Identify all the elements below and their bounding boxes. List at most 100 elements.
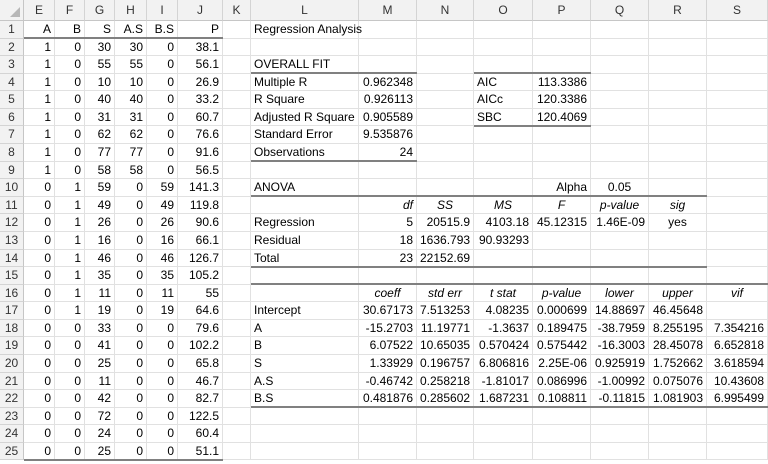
- cell[interactable]: [474, 407, 533, 426]
- cell[interactable]: [147, 161, 178, 180]
- cell[interactable]: [178, 425, 223, 443]
- cell[interactable]: [533, 319, 591, 338]
- cell[interactable]: [24, 231, 55, 250]
- cell[interactable]: [359, 390, 417, 408]
- cell[interactable]: [85, 126, 115, 145]
- cell[interactable]: [115, 249, 147, 268]
- cell[interactable]: [24, 425, 55, 443]
- cell[interactable]: [533, 442, 591, 461]
- cell[interactable]: [474, 372, 533, 391]
- cell[interactable]: [649, 91, 707, 109]
- cell[interactable]: [591, 144, 649, 162]
- column-header-S[interactable]: S: [707, 0, 768, 21]
- cell[interactable]: [85, 179, 115, 197]
- cell[interactable]: [649, 390, 707, 408]
- cell[interactable]: [707, 337, 768, 356]
- cell[interactable]: [24, 179, 55, 197]
- cell[interactable]: [591, 267, 649, 285]
- cell[interactable]: [85, 56, 115, 74]
- cell[interactable]: [24, 21, 55, 39]
- cell[interactable]: [417, 337, 474, 356]
- cell[interactable]: [24, 108, 55, 127]
- cell[interactable]: [147, 284, 178, 303]
- cell[interactable]: [147, 214, 178, 232]
- cell[interactable]: [55, 231, 85, 250]
- cell[interactable]: [417, 319, 474, 338]
- cell[interactable]: [591, 179, 649, 197]
- cell[interactable]: [85, 284, 115, 303]
- cell[interactable]: [649, 21, 707, 39]
- cell[interactable]: [223, 442, 251, 461]
- cell[interactable]: [223, 284, 251, 303]
- cell[interactable]: [85, 108, 115, 127]
- cell[interactable]: [251, 91, 359, 109]
- cell[interactable]: [115, 214, 147, 232]
- cell[interactable]: [178, 337, 223, 356]
- cell[interactable]: [474, 355, 533, 373]
- column-header-N[interactable]: N: [417, 0, 474, 21]
- cell[interactable]: [591, 302, 649, 320]
- cell[interactable]: [359, 442, 417, 461]
- cell[interactable]: [359, 161, 417, 180]
- row-header-1[interactable]: 1: [0, 21, 24, 39]
- cell[interactable]: [707, 390, 768, 408]
- cell[interactable]: [178, 284, 223, 303]
- column-header-P[interactable]: P: [533, 0, 591, 21]
- cell[interactable]: [359, 407, 417, 426]
- cell[interactable]: [533, 267, 591, 285]
- column-header-I[interactable]: I: [147, 0, 178, 21]
- cell[interactable]: [649, 144, 707, 162]
- cell[interactable]: [147, 91, 178, 109]
- cell[interactable]: [178, 390, 223, 408]
- cell[interactable]: [85, 249, 115, 268]
- cell[interactable]: [707, 144, 768, 162]
- cell[interactable]: [417, 161, 474, 180]
- cell[interactable]: [707, 196, 768, 215]
- cell[interactable]: [24, 249, 55, 268]
- cell[interactable]: [649, 337, 707, 356]
- cell[interactable]: [474, 337, 533, 356]
- cell[interactable]: [417, 425, 474, 443]
- cell[interactable]: [533, 407, 591, 426]
- cell[interactable]: [707, 302, 768, 320]
- cell[interactable]: [55, 267, 85, 285]
- cell[interactable]: [178, 249, 223, 268]
- cell[interactable]: [147, 56, 178, 74]
- cell[interactable]: [55, 249, 85, 268]
- cell[interactable]: [359, 38, 417, 57]
- cell[interactable]: [85, 302, 115, 320]
- cell[interactable]: [591, 231, 649, 250]
- cell[interactable]: [591, 196, 649, 215]
- cell[interactable]: [417, 267, 474, 285]
- cell[interactable]: [649, 231, 707, 250]
- cell[interactable]: [649, 442, 707, 461]
- cell[interactable]: [474, 390, 533, 408]
- row-header-5[interactable]: 5: [0, 91, 24, 109]
- cell[interactable]: [55, 372, 85, 391]
- column-header-G[interactable]: G: [85, 0, 115, 21]
- cell[interactable]: [707, 442, 768, 461]
- cell[interactable]: [707, 38, 768, 57]
- cell[interactable]: [649, 196, 707, 215]
- cell[interactable]: [55, 407, 85, 426]
- cell[interactable]: [85, 214, 115, 232]
- cell[interactable]: [417, 56, 474, 74]
- cell[interactable]: [474, 38, 533, 57]
- cell[interactable]: [533, 231, 591, 250]
- cell[interactable]: [85, 319, 115, 338]
- cell[interactable]: [178, 179, 223, 197]
- cell[interactable]: [223, 73, 251, 92]
- cell[interactable]: [24, 319, 55, 338]
- cell[interactable]: [533, 372, 591, 391]
- cell[interactable]: [591, 372, 649, 391]
- cell[interactable]: [115, 319, 147, 338]
- row-header-23[interactable]: 23: [0, 407, 24, 426]
- cell[interactable]: [115, 337, 147, 356]
- cell[interactable]: [591, 214, 649, 232]
- cell[interactable]: [649, 407, 707, 426]
- cell[interactable]: [223, 231, 251, 250]
- cell[interactable]: [417, 179, 474, 197]
- cell[interactable]: [178, 372, 223, 391]
- cell[interactable]: [359, 249, 417, 268]
- cell[interactable]: [591, 108, 649, 127]
